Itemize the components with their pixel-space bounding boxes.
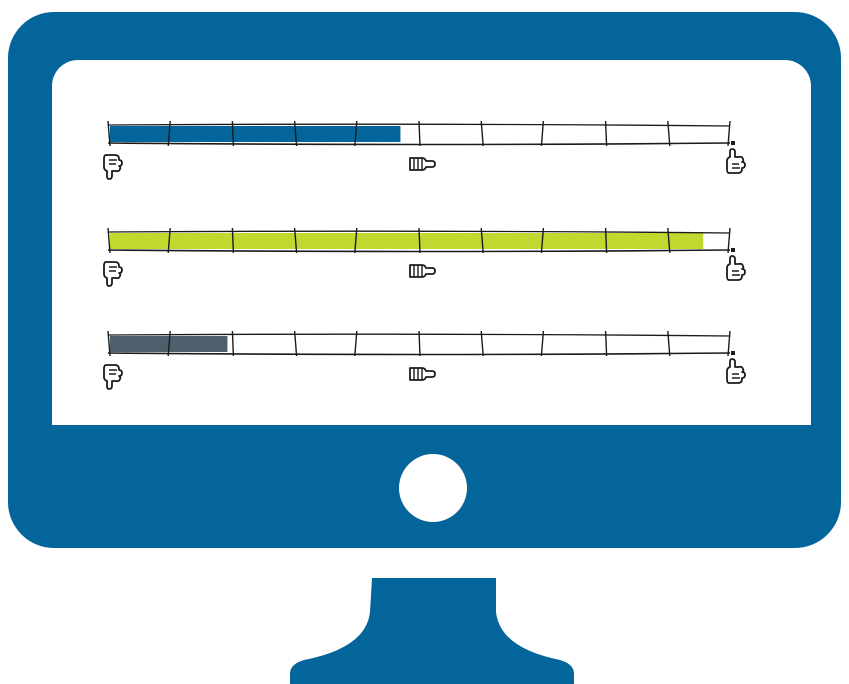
meter-1-fill <box>110 126 401 142</box>
meter-2 <box>103 227 746 287</box>
meter-1-tick <box>727 120 731 147</box>
meter-2-tick <box>540 227 545 254</box>
meter-3-tick <box>727 330 731 357</box>
meter-2-tick <box>354 227 358 254</box>
meter-3 <box>103 330 746 390</box>
meter-1-tick <box>293 120 298 147</box>
meter-2-tick <box>604 227 608 254</box>
meter-3-outline-bottom <box>107 352 731 356</box>
thumbs-sideways-icon <box>409 264 436 278</box>
meter-3-tick <box>167 330 171 357</box>
thumbs-up-icon <box>726 358 746 384</box>
thumbs-up-icon <box>726 255 746 281</box>
meter-3-tick <box>418 330 421 357</box>
meter-2-outline-bottom <box>107 249 731 253</box>
meter-2-fill <box>110 233 704 249</box>
meter-1-tick <box>604 120 608 147</box>
meter-1-tick <box>231 120 235 147</box>
thumbs-sideways-icon <box>409 367 436 381</box>
meter-1-tick <box>107 120 111 147</box>
meter-1-tick <box>167 120 171 147</box>
meter-2-tick <box>167 227 171 254</box>
meter-1-end-cap <box>731 141 735 145</box>
meter-3-tick <box>354 330 358 357</box>
meter-1-tick <box>354 120 358 147</box>
meter-3-tick <box>293 330 298 357</box>
thumbs-up-icon <box>726 148 746 174</box>
meter-1-tick <box>480 120 484 147</box>
thumbs-down-icon <box>103 364 123 390</box>
thumbs-down-icon <box>103 154 123 180</box>
meter-2-tick <box>480 227 484 254</box>
meter-3-tick <box>107 330 111 357</box>
meter-1-outline-bottom <box>107 142 731 146</box>
meter-2-tick <box>667 227 671 254</box>
meter-3-tick <box>540 330 545 357</box>
meter-2-tick <box>231 227 235 254</box>
meter-2-tick <box>107 227 111 254</box>
meter-1-tick <box>418 120 421 147</box>
meter-2-tick <box>293 227 298 254</box>
meter-3-tick <box>604 330 608 357</box>
thumbs-sideways-icon <box>409 157 436 171</box>
meter-2-end-cap <box>731 248 735 252</box>
meter-3-tick <box>231 330 235 357</box>
meter-3-tick <box>667 330 671 357</box>
meter-1-tick <box>540 120 545 147</box>
meter-2-tick <box>727 227 731 254</box>
power-button <box>399 454 467 522</box>
meter-2-tick <box>418 227 421 254</box>
thumbs-down-icon <box>103 261 123 287</box>
meter-3-tick <box>480 330 484 357</box>
meter-1 <box>103 120 746 180</box>
meter-3-end-cap <box>731 351 735 355</box>
meter-1-tick <box>667 120 671 147</box>
